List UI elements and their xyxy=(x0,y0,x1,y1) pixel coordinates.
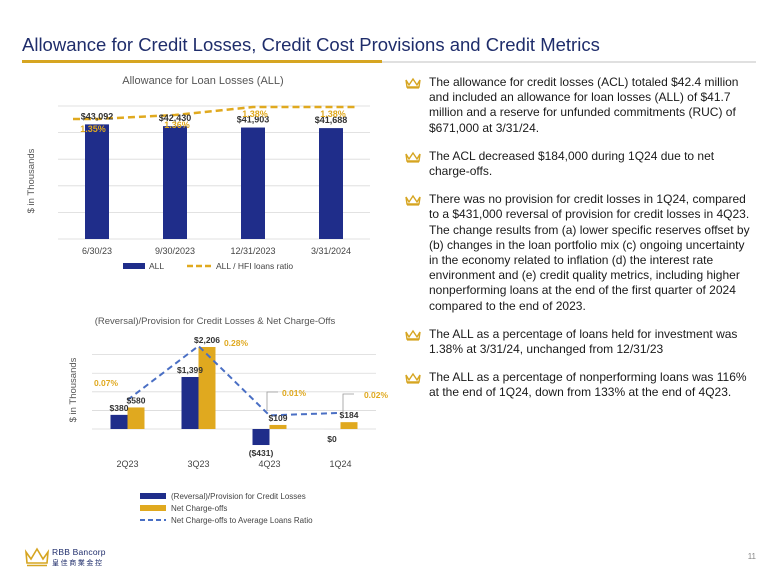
all-bar xyxy=(241,127,265,239)
provision-bar xyxy=(181,376,199,429)
provision-chart: (Reversal)/Provision for Credit Losses &… xyxy=(68,316,389,525)
crown-bullet-icon xyxy=(405,329,421,341)
net-chargeoff-bar xyxy=(198,347,216,429)
bullet-item: The allowance for credit losses (ACL) to… xyxy=(405,75,755,136)
net-chargeoff-label: $2,206 xyxy=(194,335,220,345)
title-rule xyxy=(22,61,756,63)
title-rule-accent xyxy=(22,60,382,63)
x-tick-label: 4Q23 xyxy=(258,459,280,469)
all-chart-title: Allowance for Loan Losses (ALL) xyxy=(122,75,283,87)
bullet-text: There was no provision for credit losses… xyxy=(429,192,750,313)
x-tick-label: 3Q23 xyxy=(187,459,209,469)
all-bar xyxy=(163,126,187,239)
all-chart-ylabel: $ in Thousands xyxy=(26,148,37,213)
legend-swatch-all xyxy=(123,263,145,269)
provision-label: $380 xyxy=(110,403,129,413)
provision-label: $0 xyxy=(327,434,337,444)
bullet-item: The ALL as a percentage of loans held fo… xyxy=(405,327,755,357)
legend-label-ratio: Net Charge-offs to Average Loans Ratio xyxy=(171,516,313,525)
bullet-text: The ALL as a percentage of nonperforming… xyxy=(429,370,747,400)
provision-chart-title: (Reversal)/Provision for Credit Losses &… xyxy=(95,316,336,327)
crown-bullet-icon xyxy=(405,372,421,384)
ratio-label: 1.35% xyxy=(80,124,106,134)
all-chart: Allowance for Loan Losses (ALL) $ in Tho… xyxy=(26,75,370,271)
all-bar-label: $41,688 xyxy=(315,115,348,125)
x-tick-label: 2Q23 xyxy=(116,459,138,469)
all-bar xyxy=(85,124,109,239)
x-tick-label: 3/31/2024 xyxy=(311,246,351,256)
net-chargeoff-bar xyxy=(340,422,358,429)
all-bar-label: $41,903 xyxy=(237,115,270,125)
provision-bar xyxy=(110,414,128,429)
x-tick-label: 1Q24 xyxy=(329,459,351,469)
bullet-item: There was no provision for credit losses… xyxy=(405,192,755,314)
logo-subtitle: 皇佳商業金控 xyxy=(52,560,104,567)
logo-name: RBB Bancorp xyxy=(52,547,106,557)
legend-label-all: ALL xyxy=(149,261,164,271)
ratio-label: 1.36% xyxy=(164,120,190,130)
nco-ratio-label: 0.02% xyxy=(364,390,389,400)
callout-line xyxy=(266,391,278,411)
nco-ratio-label: 0.01% xyxy=(282,388,307,398)
bullet-text: The ACL decreased $184,000 during 1Q24 d… xyxy=(429,148,715,179)
ratio-label: 1.38% xyxy=(242,109,268,119)
legend-label-provision: (Reversal)/Provision for Credit Losses xyxy=(171,492,306,501)
x-tick-label: 12/31/2023 xyxy=(230,246,275,256)
nco-ratio-label: 0.07% xyxy=(94,378,119,388)
crown-bullet-icon xyxy=(405,194,421,206)
legend-swatch-nco xyxy=(140,505,166,511)
bullet-list: The allowance for credit losses (ACL) to… xyxy=(405,75,755,414)
bullet-text: The allowance for credit losses (ACL) to… xyxy=(429,75,739,135)
legend-label-ratio: ALL / HFI loans ratio xyxy=(216,261,293,271)
all-bar-label: $43,092 xyxy=(81,111,114,121)
nco-ratio-label: 0.28% xyxy=(224,338,249,348)
all-bar-label: $42,430 xyxy=(159,113,192,123)
net-chargeoff-label: $109 xyxy=(269,413,288,423)
page-title: Allowance for Credit Losses, Credit Cost… xyxy=(22,34,600,55)
bullet-text: The ALL as a percentage of loans held fo… xyxy=(429,326,738,357)
page-number: 11 xyxy=(747,552,756,561)
bullet-item: The ACL decreased $184,000 during 1Q24 d… xyxy=(405,149,755,179)
ratio-line xyxy=(73,105,355,121)
crown-bullet-icon xyxy=(405,77,421,89)
provision-label: $1,399 xyxy=(177,365,203,375)
legend-label-nco: Net Charge-offs xyxy=(171,504,227,513)
provision-chart-ylabel: $ in Thousands xyxy=(68,357,79,422)
crown-bullet-icon xyxy=(405,151,421,163)
x-tick-label: 9/30/2023 xyxy=(155,246,195,256)
net-chargeoff-label: $184 xyxy=(340,410,359,420)
provision-bar xyxy=(252,429,270,446)
net-chargeoff-bar xyxy=(269,424,287,429)
rbb-crown-logo xyxy=(24,547,50,567)
x-tick-label: 6/30/23 xyxy=(82,246,112,256)
nco-ratio-line xyxy=(126,344,341,417)
callout-line xyxy=(342,393,354,414)
all-bar xyxy=(319,128,343,239)
net-chargeoff-bar xyxy=(127,407,145,429)
bullet-item: The ALL as a percentage of nonperforming… xyxy=(405,370,755,400)
ratio-label: 1.38% xyxy=(320,109,346,119)
legend-swatch-provision xyxy=(140,493,166,499)
net-chargeoff-label: $580 xyxy=(127,395,146,405)
provision-label: ($431) xyxy=(249,448,274,458)
